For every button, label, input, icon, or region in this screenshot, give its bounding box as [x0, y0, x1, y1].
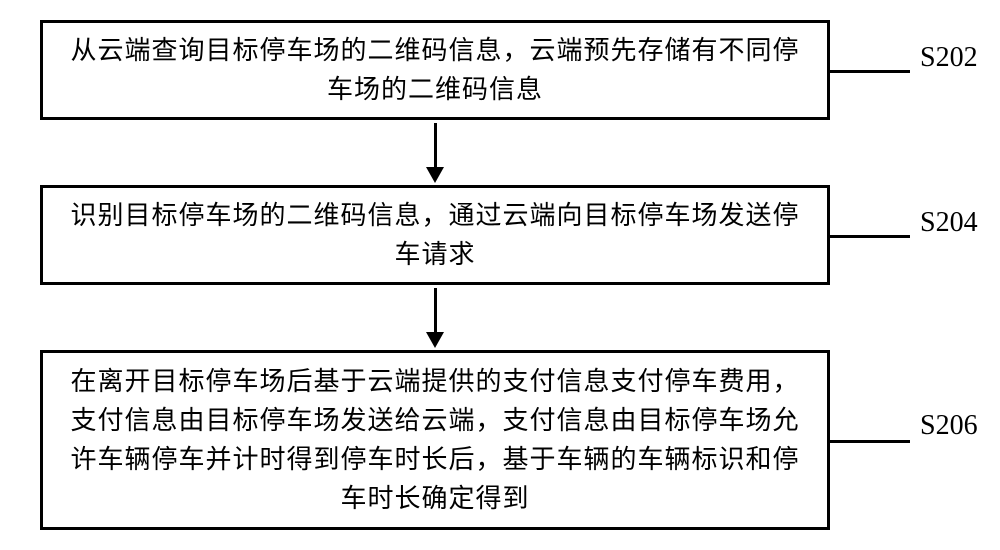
step-label-2: S204: [920, 207, 978, 239]
arrow-1-line: [434, 123, 437, 169]
flowchart-canvas: 从云端查询目标停车场的二维码信息，云端预先存储有不同停车场的二维码信息 S202…: [0, 0, 1000, 550]
flow-step-2: 识别目标停车场的二维码信息，通过云端向目标停车场发送停车请求: [40, 185, 830, 285]
label-connector-1: [830, 70, 910, 73]
label-connector-3: [830, 440, 910, 443]
flow-step-1: 从云端查询目标停车场的二维码信息，云端预先存储有不同停车场的二维码信息: [40, 20, 830, 120]
arrow-1-head: [426, 167, 444, 183]
label-connector-2: [830, 235, 910, 238]
flow-step-1-text: 从云端查询目标停车场的二维码信息，云端预先存储有不同停车场的二维码信息: [63, 31, 807, 109]
step-label-1: S202: [920, 42, 978, 74]
flow-step-3-text: 在离开目标停车场后基于云端提供的支付信息支付停车费用，支付信息由目标停车场发送给…: [63, 362, 807, 518]
flow-step-3: 在离开目标停车场后基于云端提供的支付信息支付停车费用，支付信息由目标停车场发送给…: [40, 350, 830, 530]
step-label-3: S206: [920, 410, 978, 442]
arrow-2-line: [434, 288, 437, 334]
arrow-2-head: [426, 332, 444, 348]
flow-step-2-text: 识别目标停车场的二维码信息，通过云端向目标停车场发送停车请求: [63, 196, 807, 274]
